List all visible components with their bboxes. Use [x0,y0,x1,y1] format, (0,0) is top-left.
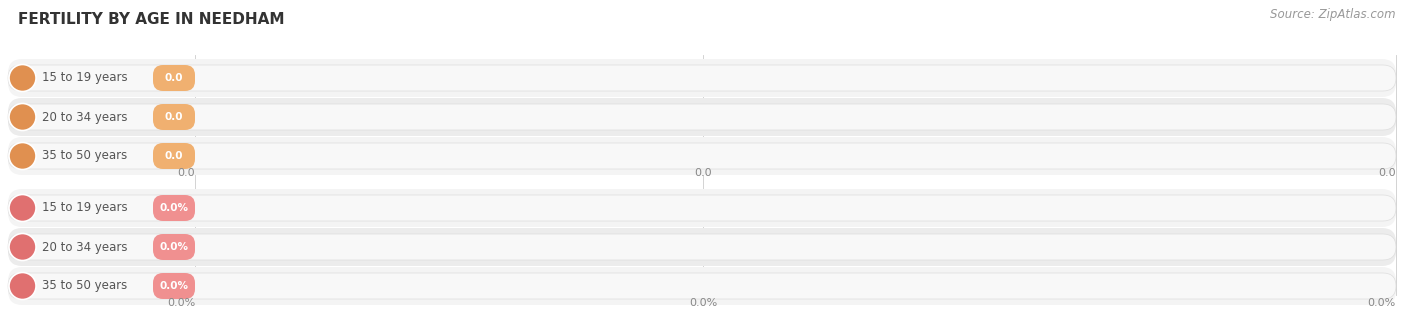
Text: 0.0: 0.0 [177,168,195,178]
FancyBboxPatch shape [8,273,1396,299]
Text: 20 to 34 years: 20 to 34 years [42,111,128,123]
FancyBboxPatch shape [8,59,1396,97]
FancyBboxPatch shape [8,104,1396,130]
Text: FERTILITY BY AGE IN NEEDHAM: FERTILITY BY AGE IN NEEDHAM [18,12,284,27]
FancyBboxPatch shape [153,195,195,221]
Text: 0.0%: 0.0% [159,242,188,252]
Text: 35 to 50 years: 35 to 50 years [42,149,128,162]
Circle shape [8,143,37,170]
FancyBboxPatch shape [153,234,195,260]
FancyBboxPatch shape [8,228,1396,266]
FancyBboxPatch shape [8,65,1396,91]
FancyBboxPatch shape [8,234,1396,260]
Text: 0.0%: 0.0% [1368,298,1396,308]
Text: 0.0: 0.0 [1378,168,1396,178]
FancyBboxPatch shape [153,143,195,169]
Circle shape [8,234,37,260]
Text: 20 to 34 years: 20 to 34 years [42,241,128,253]
Text: 15 to 19 years: 15 to 19 years [42,202,128,214]
Text: 0.0: 0.0 [165,151,183,161]
FancyBboxPatch shape [153,104,195,130]
Text: 35 to 50 years: 35 to 50 years [42,280,128,292]
FancyBboxPatch shape [8,143,1396,169]
Text: 0.0: 0.0 [165,73,183,83]
Circle shape [8,194,37,221]
Text: 0.0%: 0.0% [159,203,188,213]
Text: 0.0%: 0.0% [167,298,195,308]
FancyBboxPatch shape [8,137,1396,175]
Text: 0.0%: 0.0% [689,298,717,308]
Circle shape [8,104,37,131]
FancyBboxPatch shape [153,273,195,299]
Text: Source: ZipAtlas.com: Source: ZipAtlas.com [1271,8,1396,21]
FancyBboxPatch shape [8,267,1396,305]
Circle shape [8,64,37,91]
Text: 15 to 19 years: 15 to 19 years [42,72,128,84]
FancyBboxPatch shape [8,189,1396,227]
Text: 0.0%: 0.0% [159,281,188,291]
Text: 0.0: 0.0 [695,168,711,178]
Circle shape [8,273,37,300]
Text: 0.0: 0.0 [165,112,183,122]
FancyBboxPatch shape [153,65,195,91]
FancyBboxPatch shape [8,98,1396,136]
FancyBboxPatch shape [8,195,1396,221]
